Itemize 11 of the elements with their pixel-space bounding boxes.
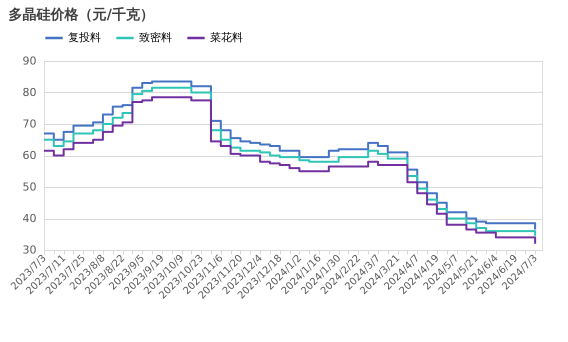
y-tick-label: 40 — [22, 212, 36, 225]
legend-label: 复投料 — [68, 31, 101, 44]
y-tick-label: 50 — [22, 180, 36, 194]
y-tick-label: 70 — [22, 118, 36, 130]
chart-title: 多晶硅价格（元/千克） — [8, 6, 154, 23]
legend-label: 致密料 — [139, 31, 172, 44]
legend-label: 菜花料 — [210, 31, 243, 44]
y-tick-label: 30 — [22, 244, 36, 256]
y-tick-label: 80 — [22, 86, 36, 99]
y-tick-label: 90 — [22, 54, 36, 68]
y-tick-label: 60 — [22, 149, 36, 162]
